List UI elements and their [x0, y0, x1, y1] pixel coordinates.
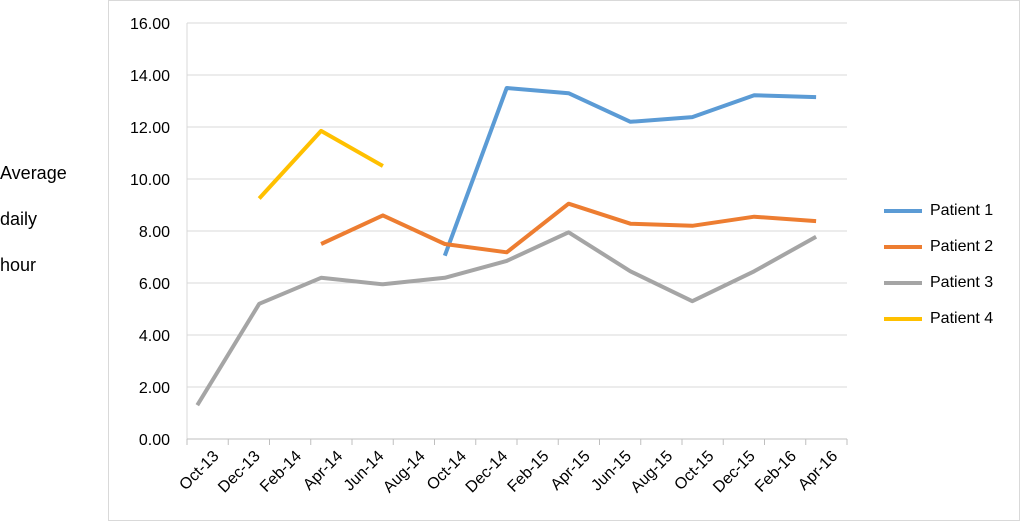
- chart-frame: [108, 0, 1020, 521]
- legend-swatch-patient-2: [884, 245, 922, 249]
- legend-label-patient-1: Patient 1: [930, 202, 994, 219]
- x-tick-label: Jun-14: [341, 448, 388, 495]
- legend-swatch-patient-4: [884, 317, 922, 321]
- legend-item-patient-2: Patient 2: [884, 229, 993, 265]
- x-tick-label: Apr-14: [300, 448, 346, 494]
- x-tick-label: Dec-15: [710, 448, 759, 497]
- legend: Patient 1 Patient 2 Patient 3 Patient 4: [884, 193, 993, 337]
- y-axis-label: Average daily hour: [0, 150, 100, 288]
- x-tick-label: Oct-15: [671, 448, 717, 494]
- y-tick-label: 10.00: [130, 172, 170, 189]
- y-axis-label-line-1: Average: [0, 163, 67, 183]
- y-axis-label-line-3: hour: [0, 255, 37, 275]
- x-tick-label: Oct-14: [424, 448, 470, 494]
- y-tick-label: 2.00: [139, 380, 170, 397]
- y-tick-label: 0.00: [139, 432, 170, 449]
- x-tick-label: Dec-13: [215, 448, 264, 497]
- x-tick-label: Jun-15: [588, 448, 635, 495]
- series-line-1: [442, 86, 817, 257]
- x-tick-label: Aug-15: [628, 448, 677, 497]
- x-tick-label: Dec-14: [463, 448, 512, 497]
- legend-item-patient-4: Patient 4: [884, 301, 993, 337]
- legend-item-patient-1: Patient 1: [884, 193, 993, 229]
- y-axis-label-line-2: daily: [0, 209, 38, 229]
- y-tick-label: 16.00: [130, 16, 170, 33]
- x-tick-label: Oct-13: [176, 448, 222, 494]
- y-tick-label: 14.00: [130, 68, 170, 85]
- legend-label-patient-4: Patient 4: [930, 310, 994, 327]
- legend-swatch-patient-3: [884, 281, 922, 285]
- series-line-4: [257, 128, 384, 200]
- x-tick-label: Apr-15: [548, 448, 594, 494]
- legend-label-patient-3: Patient 3: [930, 274, 994, 291]
- x-tick-label: Feb-15: [505, 448, 553, 496]
- y-tick-label: 12.00: [130, 120, 170, 137]
- x-tick-label: Feb-14: [257, 448, 305, 496]
- y-tick-label: 8.00: [139, 224, 170, 241]
- legend-item-patient-3: Patient 3: [884, 265, 993, 301]
- legend-swatch-patient-1: [884, 209, 922, 213]
- y-tick-label: 4.00: [139, 328, 170, 345]
- x-tick-label: Feb-16: [752, 448, 800, 496]
- legend-label-patient-2: Patient 2: [930, 238, 994, 255]
- series-line-2: [320, 201, 817, 255]
- x-tick-label: Aug-14: [380, 448, 429, 497]
- x-tick-label: Apr-16: [795, 448, 841, 494]
- y-tick-label: 6.00: [139, 276, 170, 293]
- series-line-3: [195, 230, 818, 407]
